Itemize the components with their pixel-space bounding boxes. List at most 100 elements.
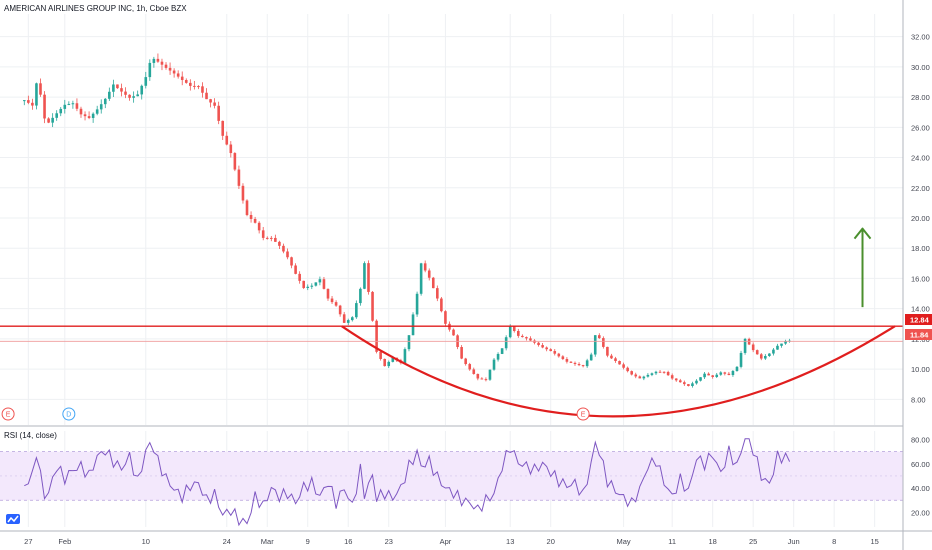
candle-body (334, 302, 338, 306)
candle-body (622, 364, 625, 368)
time-tick-label: 24 (223, 537, 231, 546)
candle-body (460, 347, 463, 359)
rsi-tick-label: 20.00 (911, 508, 930, 517)
candle-body (83, 114, 87, 117)
candle-body (577, 364, 581, 366)
price-tick-label: 22.00 (911, 184, 930, 193)
rsi-tick-label: 60.00 (911, 460, 930, 469)
candle-body (172, 70, 176, 74)
badge-last-price: 11.84 (905, 329, 932, 340)
candle-body (120, 88, 123, 92)
candle-body (27, 100, 30, 103)
candle-body (306, 286, 310, 288)
candle-body (642, 376, 646, 379)
candle-body (444, 311, 447, 324)
candle-body (423, 263, 427, 271)
candle-body (654, 371, 658, 374)
candle-body (585, 360, 589, 367)
candle-body (731, 370, 735, 376)
badge-resistance: 12.84 (905, 314, 932, 325)
candle-body (63, 104, 67, 109)
candle-body (727, 373, 731, 376)
candle-body (764, 356, 767, 359)
cup-curve (341, 325, 896, 418)
candle-body (197, 86, 200, 88)
candle-body (180, 76, 184, 81)
price-tick-label: 28.00 (911, 93, 930, 102)
candle-body (768, 353, 771, 357)
candle-body (79, 108, 83, 115)
candle-body (359, 288, 362, 304)
price-tick-label: 16.00 (911, 274, 930, 283)
candle-body (95, 109, 99, 114)
candle-body (780, 343, 783, 346)
candle-body (302, 280, 305, 288)
candle-body (784, 341, 787, 344)
candle-body (492, 359, 496, 370)
candle-body (440, 298, 443, 312)
candle-body (468, 364, 472, 370)
candle-body (217, 105, 220, 121)
candle-body (241, 185, 245, 201)
candle-body (71, 103, 75, 105)
candle-body (75, 103, 79, 109)
candle-body (743, 338, 747, 353)
rsi-indicator (24, 438, 791, 527)
candle-body (610, 355, 613, 359)
candle-body (517, 330, 520, 336)
candle-body (581, 365, 585, 367)
candle-body (51, 117, 54, 123)
badge-last-price-bg (905, 329, 932, 340)
candle-body (144, 77, 148, 86)
candle-body (43, 94, 46, 119)
logo-icon (6, 514, 20, 524)
candle-body (634, 374, 638, 377)
candle-body (691, 383, 694, 387)
candle-body (391, 357, 395, 362)
price-tick-label: 26.00 (911, 123, 930, 132)
candle-body (148, 62, 152, 78)
candle-body (452, 329, 455, 336)
candle-body (363, 263, 366, 289)
rsi-tick-label: 40.00 (911, 484, 930, 493)
time-tick-label: 13 (506, 537, 514, 546)
candle-body (650, 373, 654, 375)
candle-body (128, 94, 131, 98)
candle-body (87, 116, 91, 118)
candle-body (472, 369, 476, 374)
candle-body (747, 338, 751, 345)
candle-body (436, 288, 439, 299)
candle-body (59, 108, 63, 114)
candle-body (512, 326, 516, 331)
dividend-marker (62, 407, 76, 421)
time-tick-label: Mar (261, 537, 274, 546)
candle-body (678, 380, 682, 383)
price-tick-label: 14.00 (911, 305, 930, 314)
candle-body (249, 215, 253, 219)
candle-body (646, 374, 650, 377)
time-tick-label: 8 (832, 537, 836, 546)
candle-body (687, 384, 690, 387)
candle-body (427, 270, 431, 278)
candle-body (375, 320, 378, 352)
time-tick-label: Feb (58, 537, 71, 546)
candle-body (658, 371, 662, 373)
candle-body (176, 73, 180, 77)
price-tick-label: 32.00 (911, 33, 930, 42)
candle-body (245, 200, 249, 216)
rsi-line (24, 438, 791, 527)
candle-body (755, 350, 759, 355)
candle-body (136, 94, 139, 97)
candle-body (419, 263, 423, 294)
candle-body (298, 273, 301, 281)
candle-body (99, 104, 103, 110)
candle-body (751, 344, 755, 351)
candle-body (270, 237, 273, 239)
candle-body (496, 353, 500, 360)
candle-body (549, 349, 553, 352)
badge-resistance-label: 12.84 (910, 316, 930, 325)
candle-body (484, 379, 488, 381)
candle-body (261, 230, 265, 238)
candle-body (379, 351, 382, 359)
